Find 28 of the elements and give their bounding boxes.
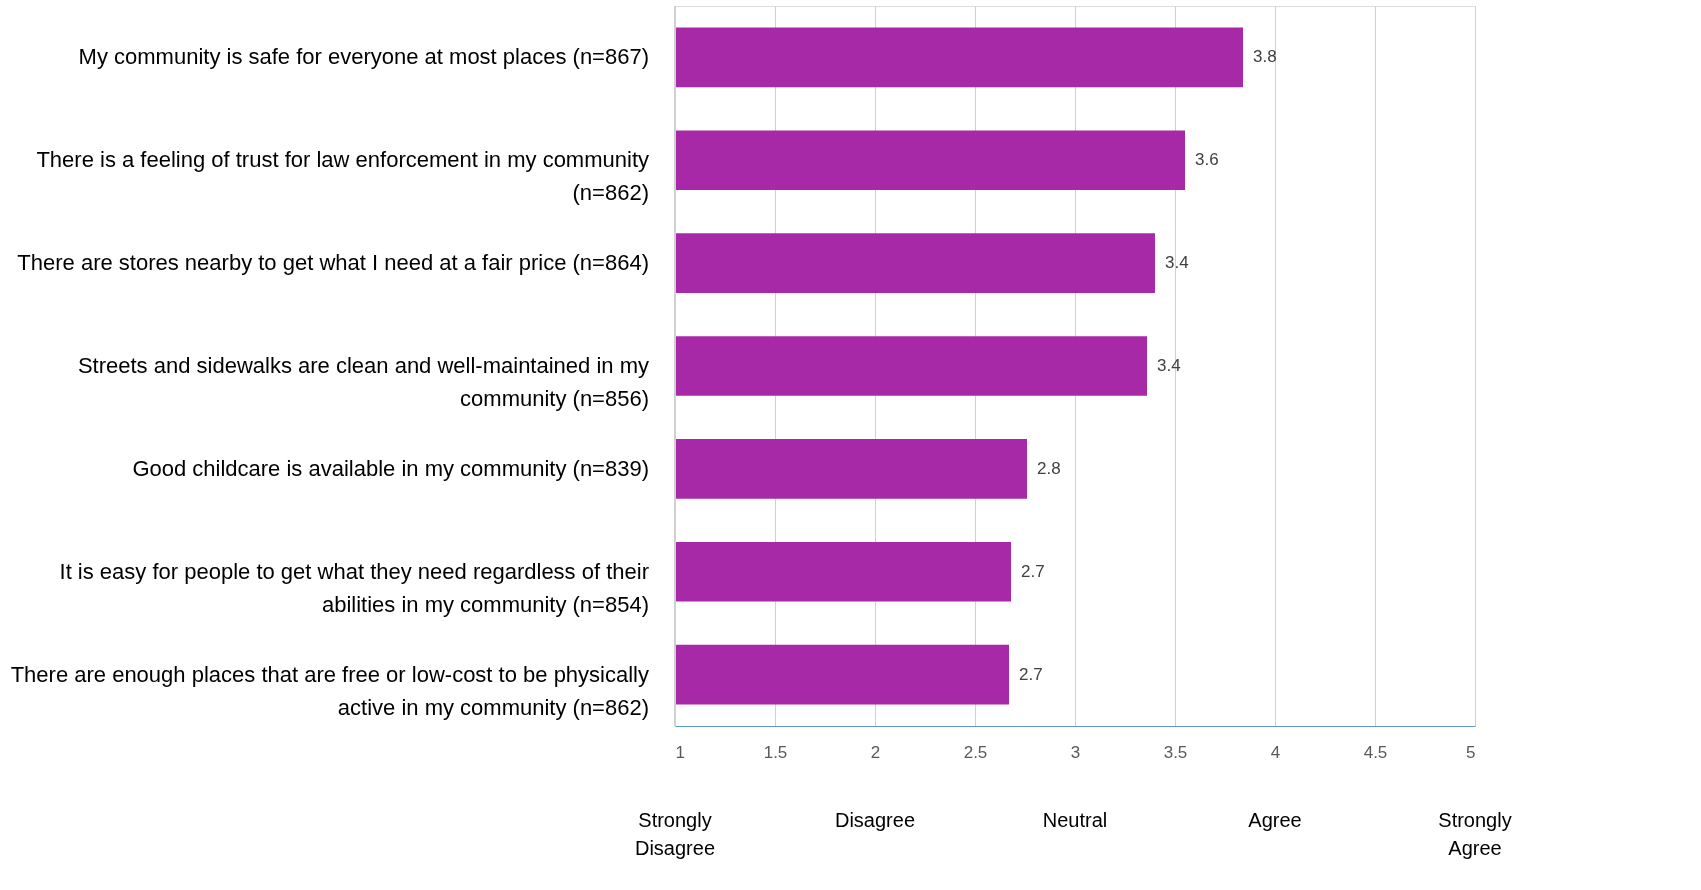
- x-tick-label: 3.5: [1163, 742, 1188, 762]
- text: Neutral: [1042, 809, 1108, 831]
- x-tick-label: 2.5: [963, 742, 988, 762]
- x-tick-label: 1.5: [763, 742, 788, 762]
- y-tick-label: There are stores nearby to get what I need at a fair price (n=864): [17, 250, 649, 276]
- data-label: 3.6: [1195, 150, 1219, 170]
- x-tick-label: 1: [675, 742, 685, 762]
- data-label: 2.7: [1021, 561, 1045, 581]
- data-label: 2.8: [1037, 458, 1061, 478]
- text: Strongly Agree: [1438, 809, 1512, 859]
- data-label: 3.4: [1157, 356, 1181, 375]
- x-tick-label: 3: [1070, 742, 1081, 762]
- data-label: 2.7: [1019, 664, 1043, 684]
- text: Disagree: [834, 809, 916, 831]
- x-tick-label: 2: [870, 742, 881, 762]
- data-label: 3.4: [1165, 253, 1189, 273]
- x-tick-label: 5: [1466, 742, 1476, 762]
- y-tick-label: My community is safe for everyone at most places (n=867): [78, 44, 649, 70]
- text: Agree: [1248, 809, 1302, 831]
- y-tick-label: It is easy for people to get what they need regardless of their abilities in my community (n=854): [59, 558, 649, 617]
- x-tick-label: 4.5: [1363, 742, 1388, 762]
- y-tick-label: There are enough places that are free or low-cost to be physically active in my community (n=862): [10, 661, 649, 720]
- y-tick-label: Streets and sidewalks are clean and well-maintained in my community (n=856): [77, 353, 649, 411]
- text: Strongly Disagree: [634, 809, 716, 859]
- x-tick-label: 4: [1270, 742, 1281, 762]
- y-tick-label: Good childcare is available in my community (n=839): [132, 455, 649, 481]
- y-tick-label: There is a feeling of trust for law enforcement in my community (n=862): [36, 147, 649, 206]
- data-label: 3.8: [1253, 47, 1277, 67]
